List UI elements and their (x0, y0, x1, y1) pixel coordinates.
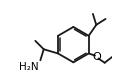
Text: O: O (92, 52, 101, 62)
Text: H₂N: H₂N (19, 62, 38, 72)
